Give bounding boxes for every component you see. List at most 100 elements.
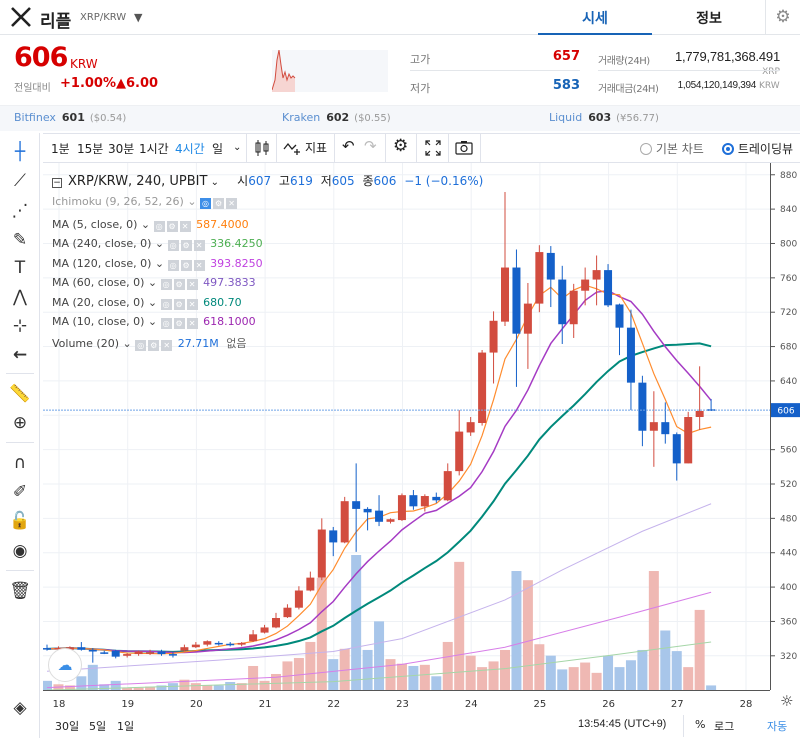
settings-icon[interactable]: ⚙ [173, 279, 185, 290]
visibility-icon[interactable]: ◎ [160, 299, 172, 310]
settings-icon[interactable]: ⚙ [173, 318, 185, 329]
percent-toggle[interactable]: % [695, 718, 706, 731]
settings-gear-icon[interactable]: ⚙ [765, 0, 800, 35]
divider [334, 134, 335, 162]
visibility-icon[interactable]: ◎ [135, 340, 147, 351]
indicator-row[interactable]: MA (120, close, 0) ⌄ ◎ ⚙ ✕ 393.8250 [52, 257, 263, 271]
visibility-icon[interactable]: ◎ [153, 221, 165, 232]
visibility-icon[interactable]: ◎ [160, 279, 172, 290]
coin-dropdown-icon[interactable]: ▼ [134, 11, 143, 24]
remove-icon[interactable]: ✕ [186, 299, 198, 310]
fib-tool-icon[interactable]: ⋰ [11, 201, 29, 221]
trend-line-icon[interactable]: ⟋ [14, 171, 26, 191]
interval-1h[interactable]: 1시간 [139, 142, 169, 156]
candle [638, 375, 647, 447]
settings-icon[interactable]: ⚙ [180, 260, 192, 271]
remove-icon[interactable]: ✕ [193, 240, 205, 251]
auto-toggle[interactable]: 자동 [767, 720, 788, 733]
redo-icon[interactable]: ↷ [364, 137, 377, 155]
pattern-icon[interactable]: ⋀ [13, 287, 27, 307]
tab-price[interactable]: 시세 [538, 8, 652, 35]
indicator-row[interactable]: MA (60, close, 0) ⌄ ◎ ⚙ ✕ 497.3833 [52, 276, 256, 290]
trash-icon[interactable]: 🗑 [9, 581, 31, 601]
interval-30m[interactable]: 30분 [108, 142, 135, 156]
lock-drawing-icon[interactable]: ✐ [12, 482, 28, 502]
radio-tradingview[interactable]: 트레이딩뷰 [722, 140, 793, 157]
indicator-row[interactable]: MA (20, close, 0) ⌄ ◎ ⚙ ✕ 680.70 [52, 296, 242, 310]
remove-icon[interactable]: ✕ [179, 221, 191, 232]
radio-basic-chart[interactable]: 기본 차트 [640, 140, 704, 157]
change-percent: +1.00% [60, 76, 116, 91]
range-1d[interactable]: 1일 [117, 720, 135, 733]
indicators-button[interactable]: 지표 [283, 140, 327, 160]
interval-day[interactable]: 일 [212, 142, 224, 156]
candle [123, 653, 132, 658]
interval-4h[interactable]: 4시간 [175, 142, 205, 156]
visibility-icon[interactable]: ◎ [200, 198, 212, 209]
visibility-icon[interactable]: ◎ [167, 260, 179, 271]
indicator-row[interactable]: Volume (20) ⌄ ◎ ⚙ ✕ 27.71M 없음 [52, 337, 247, 351]
exchange-liquid[interactable]: Liquid 603 (¥56.77) [549, 111, 659, 124]
layers-icon[interactable]: ◈ [13, 698, 27, 718]
candle [180, 644, 189, 652]
range-30d[interactable]: 30일 [55, 720, 80, 733]
candle [249, 630, 258, 643]
candle-type-icon[interactable] [254, 139, 270, 160]
indicator-row[interactable]: MA (5, close, 0) ⌄ ◎ ⚙ ✕ 587.4000 [52, 218, 249, 232]
date-axis[interactable]: 18 19 20 21 22 23 24 25 26 27 28 [43, 690, 770, 715]
collapse-icon[interactable]: − [52, 178, 62, 188]
volume-bar [465, 655, 476, 690]
exchange-kraken[interactable]: Kraken 602 ($0.55) [282, 111, 391, 124]
crosshair-icon[interactable]: ┼ [14, 142, 26, 162]
text-tool-icon[interactable]: T [14, 258, 26, 278]
price-axis[interactable]: 320 360 400 440 480 520 560 640 680 720 760 800 840 8… [770, 163, 800, 690]
interval-15m[interactable]: 15분 [77, 142, 104, 156]
date-tick-label: 18 [53, 699, 66, 710]
settings-icon[interactable]: ⚙ [148, 340, 160, 351]
volume-bar [202, 685, 213, 690]
lock-icon[interactable]: 🔓 [9, 511, 31, 531]
measure-icon[interactable]: ⊹ [12, 316, 28, 336]
price-chart[interactable] [43, 163, 770, 690]
range-5d[interactable]: 5일 [89, 720, 107, 733]
indicator-row[interactable]: MA (10, close, 0) ⌄ ◎ ⚙ ✕ 618.1000 [52, 315, 256, 329]
fullscreen-icon[interactable] [425, 140, 441, 159]
interval-1m[interactable]: 1분 [51, 142, 70, 156]
chart-settings-icon[interactable]: ⚙ [393, 136, 409, 156]
axis-settings-icon[interactable]: ☼ [780, 692, 794, 710]
exchange-bitfinex[interactable]: Bitfinex 601 ($0.54) [14, 111, 126, 124]
zoom-in-icon[interactable]: ⊕ [12, 413, 28, 433]
brush-icon[interactable]: ✎ [12, 230, 28, 250]
visibility-icon[interactable]: ◎ [160, 318, 172, 329]
camera-icon[interactable] [455, 140, 473, 158]
volume-bar [328, 659, 339, 690]
undo-icon[interactable]: ↶ [342, 137, 355, 155]
remove-icon[interactable]: ✕ [161, 340, 173, 351]
eye-icon[interactable]: ◉ [12, 541, 28, 561]
volume-bar [351, 555, 362, 690]
remove-icon[interactable]: ✕ [226, 198, 238, 209]
remove-icon[interactable]: ✕ [186, 318, 198, 329]
settings-icon[interactable]: ⚙ [173, 299, 185, 310]
tab-info[interactable]: 정보 [696, 11, 722, 27]
cloud-badge-icon[interactable]: ☁ [48, 648, 82, 682]
log-toggle[interactable]: 로그 [714, 720, 735, 733]
settings-icon[interactable]: ⚙ [180, 240, 192, 251]
ruler-icon[interactable]: 📏 [9, 384, 31, 404]
symbol-dropdown-icon[interactable]: ⌄ [207, 177, 219, 188]
interval-dropdown-icon[interactable]: ⌄ [233, 142, 242, 153]
legend-symbol[interactable]: XRP/KRW, 240, UPBIT [68, 174, 208, 189]
remove-icon[interactable]: ✕ [193, 260, 205, 271]
magnet-icon[interactable]: ∩ [13, 453, 27, 473]
visibility-icon[interactable]: ◎ [167, 240, 179, 251]
indicator-row[interactable]: MA (240, close, 0) ⌄ ◎ ⚙ ✕ 336.4250 [52, 237, 263, 251]
settings-icon[interactable]: ⚙ [166, 221, 178, 232]
arrow-left-icon[interactable]: ← [12, 345, 28, 365]
divider [6, 373, 34, 374]
volume-bar [133, 687, 144, 690]
settings-icon[interactable]: ⚙ [213, 198, 225, 209]
volume-bar [511, 571, 522, 690]
candle [306, 571, 315, 592]
remove-icon[interactable]: ✕ [186, 279, 198, 290]
indicator-ichimoku[interactable]: Ichimoku (9, 26, 52, 26) ⌄ ◎ ⚙ ✕ [52, 195, 239, 209]
